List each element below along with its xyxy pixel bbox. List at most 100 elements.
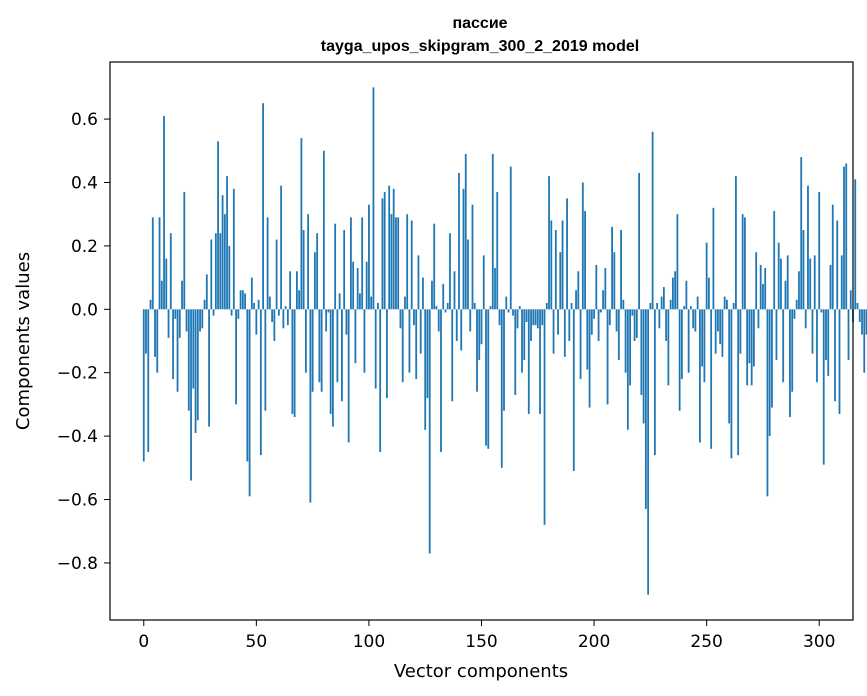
bar	[316, 233, 319, 310]
bar	[671, 277, 674, 310]
bar	[300, 138, 303, 310]
bar	[735, 176, 737, 310]
bar	[626, 309, 629, 430]
bar	[185, 309, 188, 332]
y-tick-label: 0.6	[71, 110, 98, 130]
bar	[341, 309, 343, 402]
bar	[464, 153, 467, 310]
bar	[322, 150, 325, 310]
bar	[277, 309, 280, 316]
x-tick-label: 200	[578, 632, 610, 652]
bar	[827, 309, 830, 376]
bar	[530, 309, 532, 341]
bar	[595, 264, 598, 310]
y-tick-label: −0.8	[57, 554, 98, 574]
bar	[624, 309, 627, 373]
bar	[683, 306, 686, 310]
bar	[753, 309, 755, 367]
bar	[253, 302, 255, 310]
bar	[599, 309, 602, 313]
bar	[205, 274, 208, 310]
bar	[570, 302, 573, 310]
bar	[759, 264, 762, 310]
bar	[163, 115, 165, 310]
bar	[424, 309, 427, 430]
bar	[593, 309, 595, 319]
bar	[705, 242, 708, 310]
bar	[737, 309, 740, 456]
bar	[512, 309, 514, 316]
bar	[372, 87, 375, 310]
bar	[178, 309, 181, 338]
bar	[219, 233, 222, 310]
bar	[248, 309, 251, 497]
bar	[644, 309, 647, 510]
bar	[638, 172, 641, 310]
bar	[674, 271, 677, 310]
bar	[417, 255, 420, 310]
y-tick-label: 0.2	[71, 237, 98, 257]
bar	[687, 309, 690, 373]
bar	[615, 309, 618, 332]
bar	[395, 217, 397, 310]
bar	[606, 309, 609, 405]
bar	[545, 302, 548, 310]
bar	[647, 309, 650, 595]
bar	[332, 309, 334, 427]
bar	[370, 296, 373, 310]
bar	[649, 302, 652, 310]
bar	[717, 309, 719, 332]
bar	[169, 233, 172, 310]
bar	[525, 309, 528, 322]
bar	[586, 309, 589, 370]
bar	[532, 309, 535, 326]
x-tick-label: 0	[138, 632, 149, 652]
bar	[856, 302, 859, 310]
bar	[581, 182, 584, 310]
bar	[554, 230, 557, 310]
bar	[392, 188, 395, 310]
bar	[658, 309, 661, 329]
bar	[667, 309, 670, 386]
bar	[768, 309, 771, 437]
chart-subtitle: tayga_upos_skipgram_300_2_2019 model	[321, 38, 639, 55]
bar	[453, 271, 456, 310]
bar	[480, 309, 483, 345]
bar	[383, 191, 386, 310]
bar	[487, 309, 490, 449]
bar	[617, 309, 620, 361]
bar	[338, 293, 341, 310]
bar	[172, 309, 174, 380]
bar	[325, 309, 328, 332]
bar	[304, 309, 307, 373]
bar	[212, 309, 215, 316]
bar	[620, 230, 622, 310]
bar	[282, 309, 285, 329]
bar	[676, 214, 679, 310]
bar	[408, 309, 411, 373]
bar	[818, 191, 821, 310]
bar	[699, 309, 701, 443]
bar	[257, 299, 260, 310]
bar	[845, 163, 848, 310]
bar	[613, 252, 616, 310]
bar	[359, 293, 361, 310]
x-tick-label: 300	[803, 632, 835, 652]
bar	[836, 220, 839, 310]
bar	[390, 214, 393, 310]
bar	[214, 233, 217, 310]
bar	[795, 299, 798, 310]
bar	[584, 211, 586, 310]
bar	[194, 309, 197, 433]
x-tick-label: 100	[353, 632, 385, 652]
bar	[721, 309, 724, 357]
bar	[165, 258, 168, 310]
bar	[640, 309, 643, 395]
bar	[415, 309, 418, 380]
bar	[518, 306, 521, 310]
bar	[446, 302, 449, 310]
bar	[293, 309, 296, 418]
bar	[286, 309, 289, 326]
bar	[710, 309, 713, 449]
bar	[226, 176, 228, 310]
